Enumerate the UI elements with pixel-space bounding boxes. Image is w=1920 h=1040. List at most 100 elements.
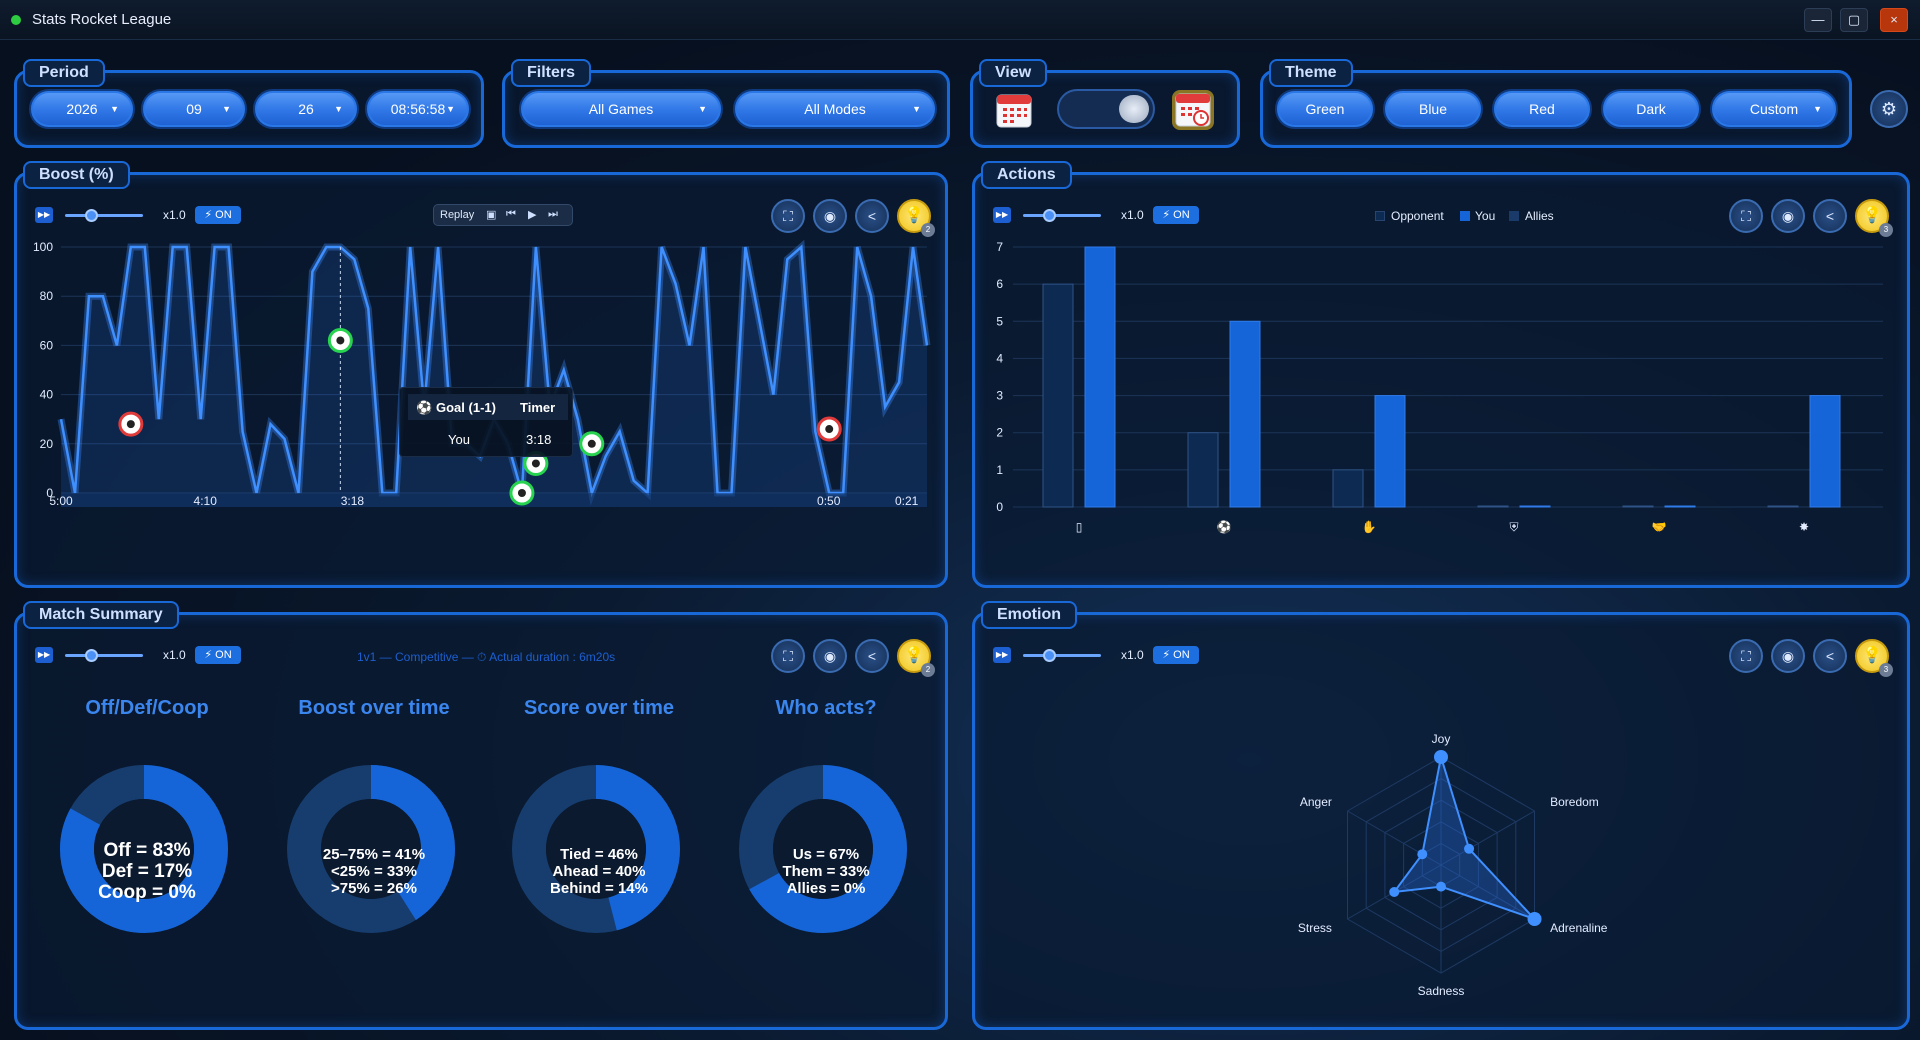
calendar-icon[interactable] bbox=[995, 91, 1033, 129]
modes-dropdown[interactable]: All Modes ▼ bbox=[733, 89, 937, 129]
minimize-button[interactable]: — bbox=[1804, 8, 1832, 32]
speed-slider-knob[interactable] bbox=[1043, 209, 1056, 222]
y-tick-label: 0 bbox=[46, 486, 53, 500]
speed-slider-knob[interactable] bbox=[1043, 649, 1056, 662]
boost-on-toggle[interactable]: ⚡ ON bbox=[195, 206, 241, 224]
donut-title-off-def: Off/Def/Coop bbox=[85, 697, 209, 719]
app-title: Stats Rocket League bbox=[32, 11, 172, 28]
soccer-ball-icon bbox=[587, 439, 596, 448]
theme-dark-button[interactable]: Dark bbox=[1601, 89, 1701, 129]
day-dropdown[interactable]: 26 ▼ bbox=[253, 89, 359, 129]
you-bar bbox=[1374, 395, 1406, 508]
donut-line: Tied = 46% bbox=[560, 846, 638, 863]
explosion-icon: ✸ bbox=[1799, 520, 1809, 534]
you-bar bbox=[1519, 505, 1551, 508]
film-icon[interactable]: ▣ bbox=[486, 209, 497, 221]
speed-slider-knob[interactable] bbox=[85, 209, 98, 222]
y-tick-label: 80 bbox=[40, 289, 54, 303]
emotion-point bbox=[1434, 750, 1448, 764]
legend-opponent-swatch bbox=[1375, 211, 1385, 221]
theme-custom-dropdown[interactable]: Custom ▼ bbox=[1710, 89, 1838, 129]
y-tick-label: 20 bbox=[40, 437, 54, 451]
opponent-bar bbox=[1042, 283, 1074, 508]
fast-forward-icon[interactable]: ▶▶ bbox=[35, 207, 53, 223]
play-icon[interactable]: ▶ bbox=[528, 209, 537, 221]
x-tick-label: 4:10 bbox=[194, 494, 218, 508]
donut-line: Them = 33% bbox=[782, 863, 870, 880]
fullscreen-icon[interactable]: ⛶ bbox=[771, 639, 805, 673]
time-value: 08:56:58 bbox=[390, 101, 446, 117]
speed-slider[interactable] bbox=[1023, 214, 1101, 217]
soccer-ball-icon bbox=[825, 425, 834, 434]
summary-on-toggle[interactable]: ⚡ ON bbox=[195, 646, 241, 664]
speed-value: x1.0 bbox=[163, 208, 186, 222]
theme-green-button[interactable]: Green bbox=[1275, 89, 1375, 129]
camera-icon[interactable]: ◉ bbox=[813, 199, 847, 233]
boost-playback-controls: ▶▶ x1.0 ⚡ ON bbox=[35, 205, 255, 229]
lightbulb-icon[interactable]: 💡 bbox=[1855, 199, 1889, 233]
close-button[interactable]: × bbox=[1880, 8, 1908, 32]
bulb-count-badge: 3 bbox=[1879, 663, 1893, 677]
summary-label: Match Summary bbox=[23, 601, 179, 629]
boost-panel: Boost (%) ▶▶ x1.0 ⚡ ON Replay ▣ ⏮ ▶ ⏭ ⛶ … bbox=[14, 161, 948, 588]
save-icon: ▯ bbox=[1076, 520, 1083, 534]
time-dropdown[interactable]: 08:56:58 ▼ bbox=[365, 89, 471, 129]
view-toggle[interactable] bbox=[1057, 89, 1155, 129]
camera-icon[interactable]: ◉ bbox=[813, 639, 847, 673]
skip-back-icon[interactable]: ⏮ bbox=[506, 208, 516, 220]
chevron-down-icon: ▼ bbox=[1813, 104, 1822, 114]
actions-on-toggle[interactable]: ⚡ ON bbox=[1153, 206, 1199, 224]
radar-spoke bbox=[1440, 810, 1535, 866]
theme-red-button[interactable]: Red bbox=[1492, 89, 1592, 129]
y-tick-label: 3 bbox=[996, 389, 1003, 403]
actions-label: Actions bbox=[981, 161, 1072, 189]
donut-segment bbox=[739, 765, 907, 933]
camera-icon[interactable]: ◉ bbox=[1771, 639, 1805, 673]
actions-playback-controls: ▶▶ x1.0 ⚡ ON bbox=[993, 205, 1213, 229]
speed-slider-knob[interactable] bbox=[85, 649, 98, 662]
speed-value: x1.0 bbox=[163, 648, 186, 662]
share-icon[interactable]: < bbox=[1813, 199, 1847, 233]
month-dropdown[interactable]: 09 ▼ bbox=[141, 89, 247, 129]
fast-forward-icon[interactable]: ▶▶ bbox=[35, 647, 53, 663]
share-icon[interactable]: < bbox=[855, 199, 889, 233]
share-icon[interactable]: < bbox=[855, 639, 889, 673]
year-dropdown[interactable]: 2026 ▼ bbox=[29, 89, 135, 129]
maximize-button[interactable]: ▢ bbox=[1840, 8, 1868, 32]
donut-line: Off = 83% bbox=[103, 840, 191, 861]
settings-gear-icon[interactable]: ⚙ bbox=[1870, 90, 1908, 128]
fullscreen-icon[interactable]: ⛶ bbox=[771, 199, 805, 233]
donut-title-boost: Boost over time bbox=[298, 697, 450, 719]
emotion-label: Emotion bbox=[981, 601, 1077, 629]
emotion-on-toggle[interactable]: ⚡ ON bbox=[1153, 646, 1199, 664]
lightbulb-icon[interactable]: 💡 bbox=[897, 639, 931, 673]
theme-blue-button[interactable]: Blue bbox=[1383, 89, 1483, 129]
chevron-down-icon: ▼ bbox=[446, 104, 455, 114]
status-dot bbox=[11, 15, 21, 25]
chevron-down-icon: ▼ bbox=[110, 104, 119, 114]
skip-forward-icon[interactable]: ⏭ bbox=[548, 208, 558, 220]
fast-forward-icon[interactable]: ▶▶ bbox=[993, 647, 1011, 663]
soccer-ball-icon bbox=[531, 459, 540, 468]
period-panel: Period 2026 ▼ 09 ▼ 26 ▼ 08:56:58 ▼ bbox=[14, 59, 484, 148]
custom-label: Custom bbox=[1749, 101, 1799, 117]
goal-icon: ⚽ bbox=[1216, 520, 1232, 534]
donut-line: Coop = 0% bbox=[98, 882, 196, 903]
camera-icon[interactable]: ◉ bbox=[1771, 199, 1805, 233]
speed-slider[interactable] bbox=[65, 214, 143, 217]
fullscreen-icon[interactable]: ⛶ bbox=[1729, 639, 1763, 673]
speed-value: x1.0 bbox=[1121, 648, 1144, 662]
speed-slider[interactable] bbox=[65, 654, 143, 657]
radar-axis-label: Stress bbox=[1298, 921, 1332, 935]
share-icon[interactable]: < bbox=[1813, 639, 1847, 673]
assist-icon: 🤝 bbox=[1652, 520, 1667, 534]
speed-slider[interactable] bbox=[1023, 654, 1101, 657]
emotion-point bbox=[1527, 912, 1542, 926]
you-bar bbox=[1084, 246, 1116, 508]
tooltip-player: You bbox=[448, 432, 470, 447]
fast-forward-icon[interactable]: ▶▶ bbox=[993, 207, 1011, 223]
games-dropdown[interactable]: All Games ▼ bbox=[519, 89, 723, 129]
fullscreen-icon[interactable]: ⛶ bbox=[1729, 199, 1763, 233]
calendar-clock-icon[interactable] bbox=[1171, 89, 1215, 131]
y-tick-label: 100 bbox=[33, 240, 53, 254]
